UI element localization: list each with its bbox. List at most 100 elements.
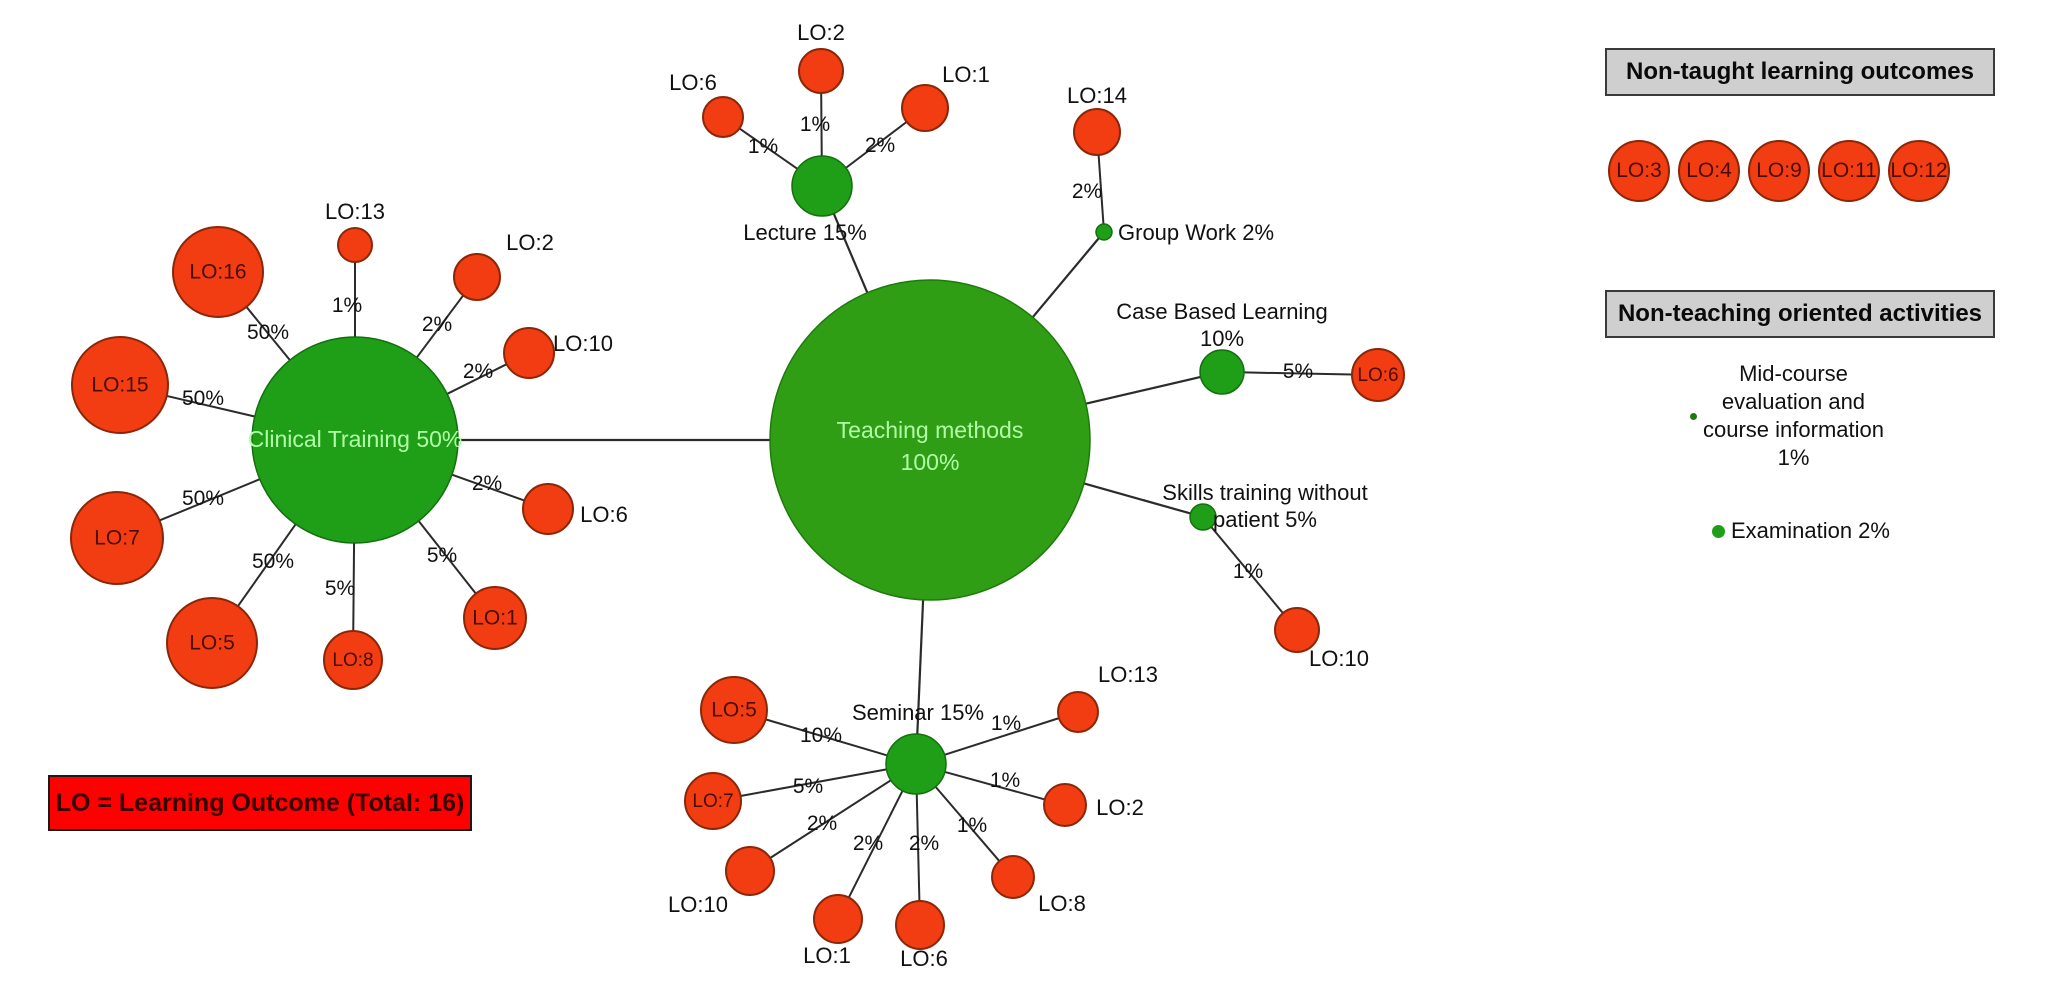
method-node-clinical[interactable]	[251, 336, 459, 544]
edge-clinical-ct-lo7	[159, 478, 261, 522]
outcome-node-sem-lo2[interactable]	[1043, 783, 1087, 827]
percent-label-lec-lo6: 1%	[748, 135, 778, 158]
outcome-node-ct-lo7[interactable]	[70, 491, 164, 585]
percent-label-sem-lo2: 1%	[990, 769, 1020, 792]
activity-examination: Examination 2%	[1712, 518, 1890, 544]
legend-non-teaching-title: Non-teaching oriented activities	[1617, 300, 1983, 327]
edge-seminar-sem-lo7	[740, 768, 887, 797]
method-node-groupwork[interactable]	[1095, 223, 1113, 241]
edge-seminar-sem-lo2	[944, 770, 1046, 801]
percent-label-sem-lo13: 1%	[991, 712, 1021, 735]
outcome-label-sem-lo10: LO:10	[668, 892, 728, 917]
outcome-label-sk-lo10: LO:10	[1309, 646, 1369, 671]
legend-chip-lo-12[interactable]: LO:12	[1888, 140, 1950, 202]
legend-non-taught-header: Non-taught learning outcomes	[1605, 48, 1995, 96]
edge-groupwork-gw-lo14	[1097, 154, 1105, 225]
method-value-casebased: 10%	[1200, 326, 1244, 351]
edge-clinical-ct-lo16	[245, 306, 291, 361]
outcome-node-sem-lo1[interactable]	[813, 894, 863, 944]
outcome-node-ct-lo1[interactable]	[463, 586, 527, 650]
legend-chip-lo-3[interactable]: LO:3	[1608, 140, 1670, 202]
outcome-node-ct-lo6[interactable]	[522, 483, 574, 535]
outcome-node-ct-lo5[interactable]	[166, 597, 258, 689]
edge-root-skills	[1083, 482, 1191, 515]
outcome-label-ct-lo5: LO:5	[189, 632, 235, 655]
method-node-group	[251, 155, 1245, 795]
outcome-label-lec-lo2: LO:2	[797, 20, 845, 45]
outcome-label-ct-lo13: LO:13	[325, 199, 385, 224]
outcome-node-lec-lo2[interactable]	[798, 48, 844, 94]
outcome-node-sem-lo8[interactable]	[991, 855, 1035, 899]
legend-chip-lo-9[interactable]: LO:9	[1748, 140, 1810, 202]
edge-lecture-lec-lo1	[845, 121, 908, 169]
caption-group: Teaching methods 100% Clinical Training 50…	[248, 220, 1368, 725]
percent-label-ct-lo10: 2%	[463, 360, 493, 383]
percent-label-lec-lo2: 1%	[800, 113, 830, 136]
outcome-label-gw-lo14: LO:14	[1067, 83, 1127, 108]
edge-root-seminar	[916, 599, 925, 735]
method-value-skills: patient 5%	[1213, 507, 1317, 532]
method-label-casebased: Case Based Learning	[1116, 299, 1328, 324]
method-node-seminar[interactable]	[885, 733, 947, 795]
percent-label-ct-lo15: 50%	[182, 387, 224, 410]
edge-seminar-sem-lo6	[915, 793, 921, 902]
method-node-skills[interactable]	[1189, 503, 1217, 531]
outcome-node-sem-lo6[interactable]	[895, 900, 945, 950]
legend-learning-outcome-key: LO = Learning Outcome (Total: 16)	[48, 775, 472, 831]
edge-seminar-sem-lo5	[765, 718, 888, 757]
edge-clinical-ct-lo6	[451, 473, 525, 502]
outcome-node-sem-lo7[interactable]	[684, 772, 742, 830]
outcome-node-gw-lo14[interactable]	[1073, 108, 1121, 156]
percent-label-sk-lo10: 1%	[1233, 560, 1263, 583]
percent-label-ct-lo6: 2%	[472, 472, 502, 495]
outcome-node-ct-lo10[interactable]	[503, 327, 555, 379]
outcome-node-lec-lo1[interactable]	[901, 84, 949, 132]
edge-root-lecture	[832, 213, 869, 294]
outcome-node-lec-lo6[interactable]	[702, 96, 744, 138]
outcome-label-cbl-lo6: LO:6	[1357, 365, 1398, 386]
percent-label-ct-lo1: 5%	[427, 544, 457, 567]
outcome-node-ct-lo2[interactable]	[453, 253, 501, 301]
outcome-node-cbl-lo6[interactable]	[1351, 348, 1405, 402]
percent-label-sem-lo7: 5%	[793, 775, 823, 798]
edge-clinical-ct-lo2	[415, 294, 465, 359]
outcome-label-ct-lo6: LO:6	[580, 502, 628, 527]
method-node-lecture[interactable]	[791, 155, 853, 217]
edge-clinical-ct-lo5	[237, 523, 297, 607]
method-node-casebased[interactable]	[1199, 349, 1245, 395]
edge-lecture-lec-lo6	[738, 127, 798, 170]
outcome-node-ct-lo8[interactable]	[323, 630, 383, 690]
outcome-label-ct-lo8: LO:8	[332, 650, 373, 671]
percent-label-ct-lo8: 5%	[325, 577, 355, 600]
edge-root-groupwork	[1031, 237, 1100, 318]
edge-root-casebased	[1085, 375, 1201, 405]
legend-chip-lo-11[interactable]: LO:11	[1818, 140, 1880, 202]
outcome-node-sem-lo10[interactable]	[725, 846, 775, 896]
outcome-label-sem-lo6: LO:6	[900, 946, 948, 971]
edge-lecture-lec-lo2	[820, 92, 823, 157]
method-label-groupwork: Group Work 2%	[1118, 220, 1274, 245]
outcome-node-ct-lo13[interactable]	[337, 227, 373, 263]
edge-seminar-sem-lo13	[944, 717, 1060, 756]
activity-examination-label: Examination 2%	[1731, 518, 1890, 543]
legend-chip-lo-4[interactable]: LO:4	[1678, 140, 1740, 202]
outcome-label-ct-lo1: LO:1	[472, 607, 518, 630]
method-label-skills: Skills training without	[1162, 480, 1367, 505]
edge-skills-sk-lo10	[1210, 526, 1284, 614]
activity-mid-course-label: Mid-course evaluation and course informati…	[1703, 361, 1884, 471]
outcome-label-sem-lo7: LO:7	[692, 791, 733, 812]
outcome-label-ct-lo10: LO:10	[553, 331, 613, 356]
percent-label-ct-lo16: 50%	[247, 321, 289, 344]
outcome-node-sk-lo10[interactable]	[1274, 607, 1320, 653]
outcome-node-sem-lo5[interactable]	[700, 676, 768, 744]
method-node-root[interactable]	[769, 279, 1091, 601]
outcome-label-lec-lo6: LO:6	[669, 70, 717, 95]
root-edge-group	[458, 213, 1201, 735]
outcome-node-sem-lo13[interactable]	[1057, 691, 1099, 733]
outcome-node-ct-lo15[interactable]	[71, 336, 169, 434]
outcome-node-group: LO:16 LO:15 LO:7 LO:5 LO:8 LO:1 LO:6 LO:10 LO:2 L…	[70, 20, 1405, 971]
percent-label-sem-lo10: 2%	[807, 812, 837, 835]
outcome-node-ct-lo16[interactable]	[172, 226, 264, 318]
outcome-label-sem-lo8: LO:8	[1038, 891, 1086, 916]
